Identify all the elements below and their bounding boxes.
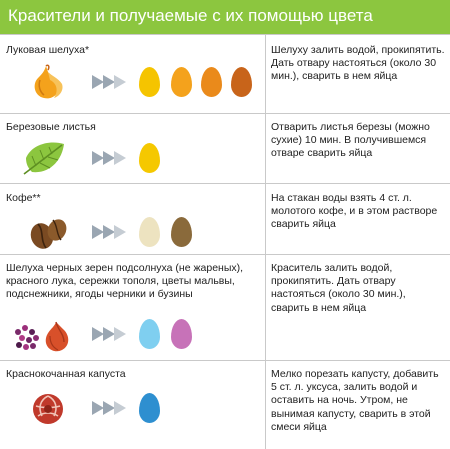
berries-onion-icon xyxy=(15,321,69,352)
egg-color-swatch xyxy=(201,67,222,97)
dye-instruction: Шелуху залить водой, прокипятить. Дать о… xyxy=(271,44,445,83)
arrow-right-icon xyxy=(92,151,126,165)
coffee-beans-icon xyxy=(30,219,67,249)
egg-color-swatch xyxy=(171,217,192,247)
row-divider xyxy=(0,113,450,114)
dye-instruction: Краситель залить водой, прокипятить. Дат… xyxy=(271,262,406,314)
row-divider xyxy=(0,34,450,35)
dye-instruction: На стакан воды взять 4 ст. л. молотого к… xyxy=(271,192,438,231)
dye-source: Кофе** xyxy=(6,192,41,204)
onion-peel-icon xyxy=(34,64,63,99)
arrow-right-icon xyxy=(92,401,126,415)
egg-color-swatch xyxy=(171,67,192,97)
row-divider xyxy=(0,254,450,255)
arrow-right-icon xyxy=(92,327,126,341)
row-divider xyxy=(0,183,450,184)
dye-instruction: Мелко порезать капусту, добавить 5 ст. л… xyxy=(271,368,439,433)
column-divider xyxy=(265,34,266,449)
red-cabbage-icon xyxy=(33,394,63,424)
egg-color-swatch xyxy=(231,67,252,97)
title-bar: Красители и получаемые с их помощью цвет… xyxy=(0,0,450,34)
arrow-right-icon xyxy=(92,75,126,89)
egg-color-swatch xyxy=(139,67,160,97)
dye-source: Луковая шелуха* xyxy=(6,44,90,56)
dye-source: Березовые листья xyxy=(6,121,96,133)
egg-color-swatch xyxy=(139,393,160,423)
dye-instruction: Отварить листья березы (можно сухие) 10 … xyxy=(271,121,430,160)
row-divider xyxy=(0,360,450,361)
arrow-right-icon xyxy=(92,225,126,239)
egg-color-swatch xyxy=(139,217,160,247)
egg-color-swatch xyxy=(139,319,160,349)
egg-color-swatch xyxy=(171,319,192,349)
dye-source: Шелуха черных зерен подсолнуха (не жарен… xyxy=(6,262,244,300)
dye-source: Краснокочанная капуста xyxy=(6,368,126,380)
page-title: Красители и получаемые с их помощью цвет… xyxy=(8,6,373,25)
birch-leaf-icon xyxy=(23,142,64,175)
egg-color-swatch xyxy=(139,143,160,173)
